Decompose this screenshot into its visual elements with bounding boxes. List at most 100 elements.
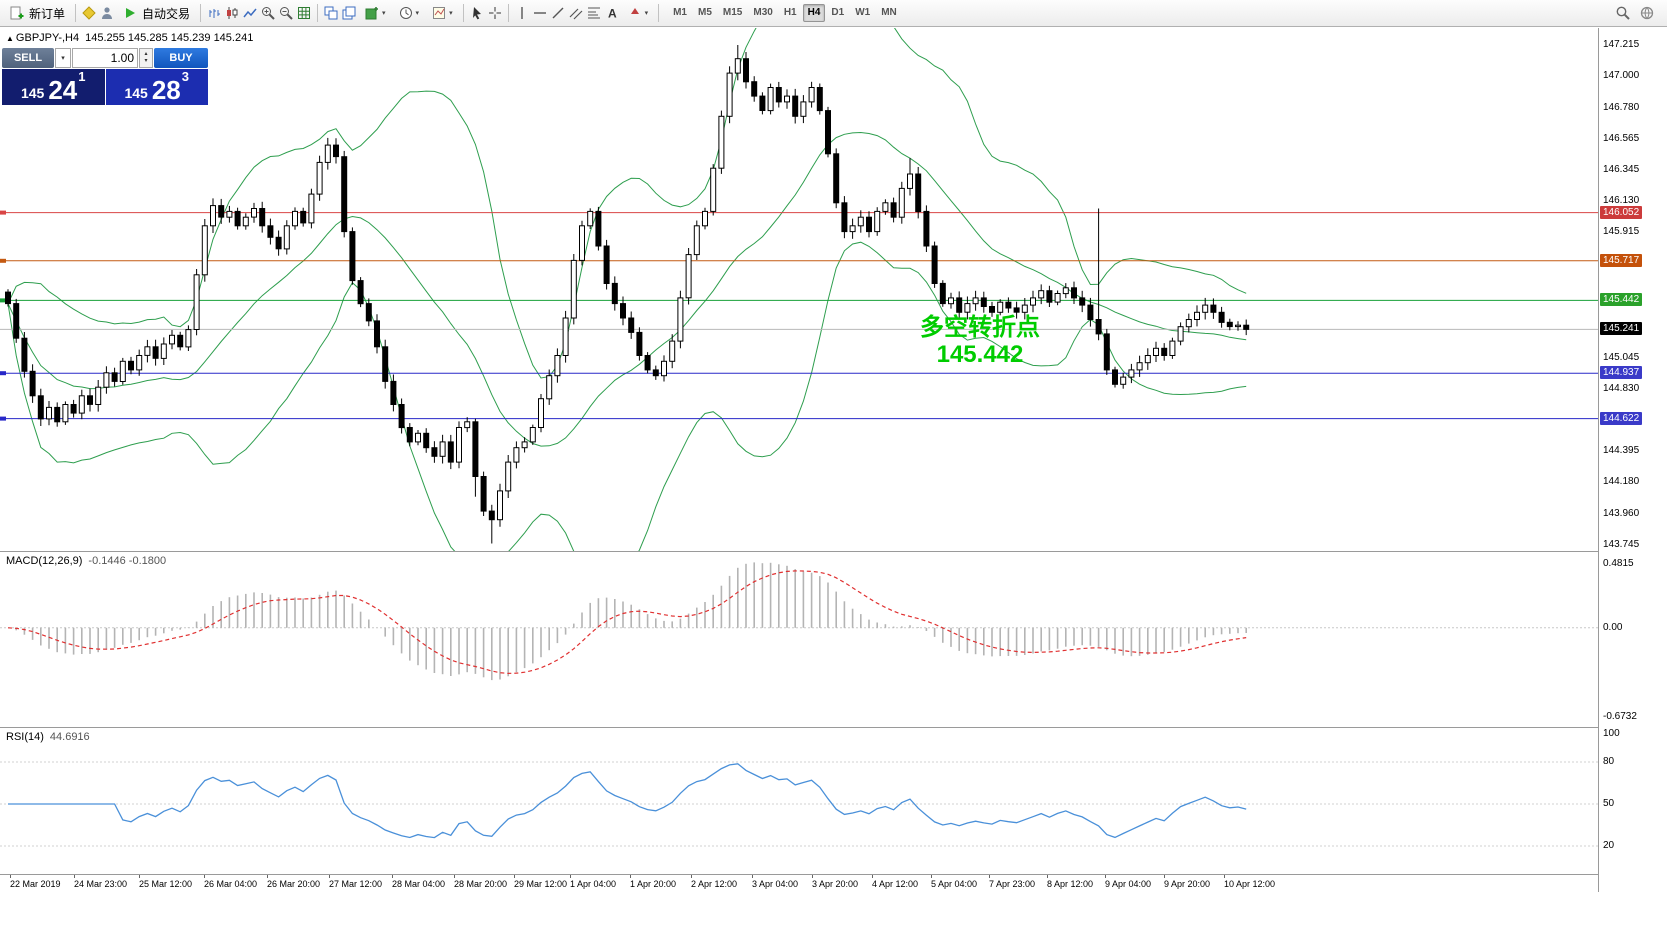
rsi-svg[interactable] — [0, 728, 1598, 874]
timeframe-m15[interactable]: M15 — [722, 7, 743, 18]
timeframe-w1[interactable]: W1 — [855, 7, 871, 18]
metaeditor-icon[interactable] — [81, 5, 97, 21]
rsi-axis-label: 20 — [1603, 840, 1615, 851]
order-type-dropdown[interactable]: ▾ — [55, 48, 71, 68]
tile-windows-icon[interactable] — [323, 5, 339, 21]
time-tick — [1105, 875, 1106, 878]
time-label: 29 Mar 12:00 — [514, 879, 568, 889]
pivot-annotation-text: 多空转折点 — [920, 314, 1040, 341]
volume-input[interactable]: 1.00 — [72, 48, 138, 68]
fibonacci-icon[interactable] — [586, 5, 602, 21]
cascade-windows-icon[interactable] — [341, 5, 357, 21]
time-label: 28 Mar 04:00 — [392, 879, 446, 889]
time-tick — [812, 875, 813, 878]
candlestick-chart-icon[interactable] — [224, 5, 240, 21]
new-order-button[interactable]: 新订单 — [4, 3, 70, 23]
time-label: 27 Mar 12:00 — [329, 879, 383, 889]
sell-price-button[interactable]: 145 24 1 — [2, 69, 105, 105]
pivot-annotation: 多空转折点 145.442 — [880, 314, 1080, 368]
new-chart-button[interactable]: ▾ — [359, 3, 391, 23]
price-chart-panel[interactable]: ▲ GBPJPY-,H4 145.255 145.285 145.239 145.2… — [0, 28, 1598, 551]
zoom-in-icon[interactable] — [260, 5, 276, 21]
cursor-icon[interactable] — [469, 5, 485, 21]
volume-stepper[interactable]: ▴ ▾ — [139, 48, 153, 68]
community-icon[interactable] — [1639, 5, 1655, 21]
timeframe-d1[interactable]: D1 — [831, 7, 845, 18]
time-tick — [454, 875, 455, 878]
price-tick: 144.180 — [1603, 476, 1640, 487]
bar-chart-icon[interactable] — [206, 5, 222, 21]
grid-icon[interactable] — [296, 5, 312, 21]
time-label: 10 Apr 12:00 — [1224, 879, 1276, 889]
buy-price-figure: 145 — [124, 85, 148, 101]
price-tick: 144.830 — [1603, 383, 1640, 394]
price-chart-svg[interactable] — [0, 28, 1598, 551]
panel-separator[interactable] — [0, 551, 1598, 552]
macd-axis-label: 0.4815 — [1603, 558, 1634, 569]
trendline-icon[interactable] — [550, 5, 566, 21]
macd-panel[interactable]: MACD(12,26,9) -0.1446 -0.1800 — [0, 552, 1598, 727]
time-label: 5 Apr 04:00 — [931, 879, 978, 889]
vertical-line-icon[interactable] — [514, 5, 530, 21]
buy-button[interactable]: BUY — [154, 48, 208, 68]
ohlc-readout: 145.255 145.285 145.239 145.241 — [85, 32, 254, 44]
sell-button[interactable]: SELL — [2, 48, 54, 68]
chart-title: ▲ GBPJPY-,H4 145.255 145.285 145.239 145.2… — [6, 32, 253, 44]
channel-icon[interactable] — [568, 5, 584, 21]
macd-svg[interactable] — [0, 552, 1598, 727]
timeframe-m1[interactable]: M1 — [673, 7, 687, 18]
crosshair-icon[interactable] — [487, 5, 503, 21]
autotrading-button[interactable]: 自动交易 — [117, 3, 195, 23]
panel-separator[interactable] — [0, 727, 1598, 728]
one-click-trading-panel: SELL ▾ 1.00 ▴ ▾ BUY 145 24 1 145 28 3 — [2, 48, 208, 105]
periods-button[interactable]: ▾ — [393, 3, 425, 23]
market-profile-icon[interactable] — [99, 5, 115, 21]
time-axis[interactable]: 22 Mar 2019 24 Mar 23:00 25 Mar 12:00 26 Ma… — [0, 875, 1598, 892]
search-icon[interactable] — [1615, 5, 1631, 21]
price-tick: 143.960 — [1603, 508, 1640, 519]
time-tick — [514, 875, 515, 878]
toolbar-right-group — [1615, 5, 1663, 21]
time-tick — [989, 875, 990, 878]
time-label: 26 Mar 04:00 — [204, 879, 258, 889]
price-level-badge: 145.442 — [1600, 293, 1643, 306]
timeframe-toolbar: M1 M5 M15 M30 H1 H4 D1 W1 MN — [668, 4, 902, 22]
zoom-out-icon[interactable] — [278, 5, 294, 21]
arrows-button[interactable]: ▾ — [622, 3, 654, 23]
time-label: 22 Mar 2019 — [10, 879, 61, 889]
horizontal-line-icon[interactable] — [532, 5, 548, 21]
price-tick: 143.745 — [1603, 539, 1640, 550]
time-label: 3 Apr 04:00 — [752, 879, 799, 889]
price-axis[interactable]: 147.215 147.000 146.780 146.565 146.345 146.1… — [1598, 28, 1667, 892]
timeframe-m5[interactable]: M5 — [698, 7, 712, 18]
chevron-down-icon: ▾ — [382, 10, 386, 17]
buy-price-button[interactable]: 145 28 3 — [105, 69, 208, 105]
time-tick — [392, 875, 393, 878]
autotrading-play-icon — [126, 8, 136, 18]
timeframe-mn[interactable]: MN — [881, 7, 897, 18]
time-label: 25 Mar 12:00 — [139, 879, 193, 889]
time-tick — [872, 875, 873, 878]
templates-button[interactable]: ▾ — [426, 3, 458, 23]
sell-price-figure: 145 — [20, 85, 45, 101]
rsi-axis-label: 50 — [1603, 798, 1615, 809]
line-chart-icon[interactable] — [242, 5, 258, 21]
time-tick — [1164, 875, 1165, 878]
toolbar-separator — [200, 4, 202, 22]
timeframe-h4[interactable]: H4 — [802, 4, 826, 22]
timeframe-h1[interactable]: H1 — [783, 7, 797, 18]
clock-icon — [399, 7, 412, 19]
chevron-down-icon: ▾ — [644, 10, 649, 17]
timeframe-m30[interactable]: M30 — [753, 7, 773, 18]
new-chart-icon — [365, 7, 379, 20]
rsi-panel[interactable]: RSI(14) 44.6916 — [0, 728, 1598, 874]
time-tick — [1047, 875, 1048, 878]
symbol-marker-icon: ▲ — [6, 34, 14, 43]
price-level-badge: 144.937 — [1600, 366, 1643, 379]
price-tick: 145.045 — [1603, 352, 1640, 363]
time-tick — [1224, 875, 1225, 878]
sell-price-pips: 24 — [48, 75, 78, 105]
toolbar-separator — [658, 4, 660, 22]
time-label: 9 Apr 04:00 — [1105, 879, 1152, 889]
text-label-icon[interactable]: A — [604, 5, 620, 21]
